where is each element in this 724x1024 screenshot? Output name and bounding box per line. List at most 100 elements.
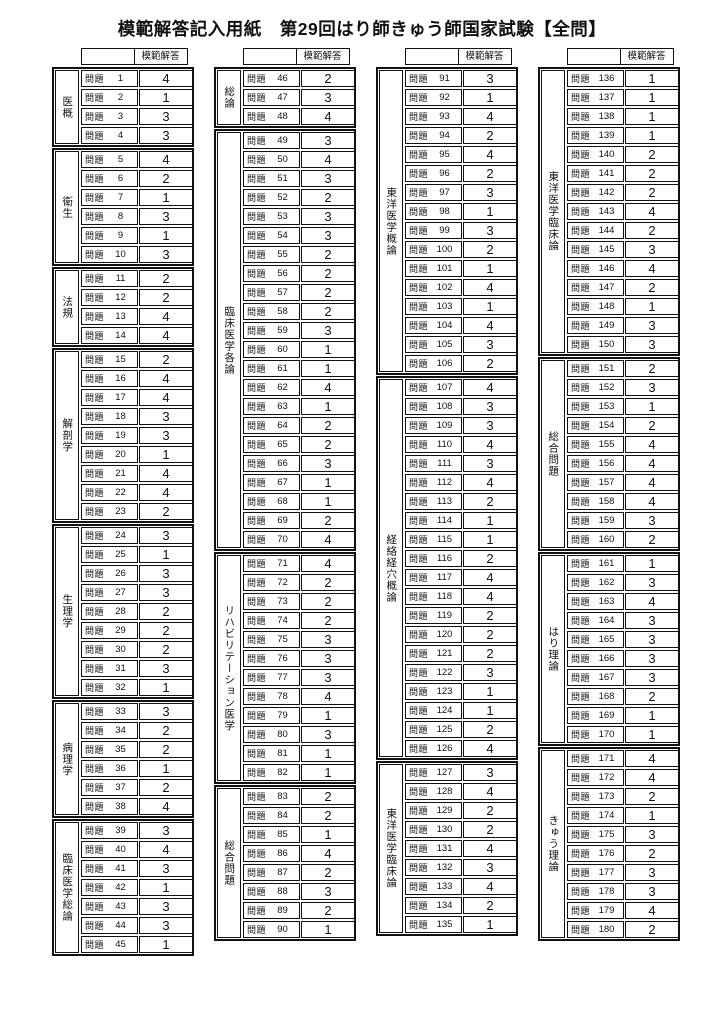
question-number: 82: [277, 767, 288, 778]
model-answer-value: 2: [625, 165, 679, 182]
subject-category-label: はり理論: [541, 555, 565, 743]
question-number-cell: 問題 105: [405, 336, 462, 353]
question-number: 87: [277, 867, 288, 878]
answer-row-q86: 問題 86 4: [243, 845, 355, 862]
answer-row-q14: 問題 14 4: [81, 327, 193, 344]
question-number: 168: [598, 691, 615, 702]
answer-row-q161: 問題 161 1: [567, 555, 679, 572]
model-answer-value: 2: [463, 607, 517, 624]
question-number-cell: 問題 32: [81, 679, 138, 696]
model-answer-value: 3: [139, 898, 193, 915]
question-number-cell: 問題 46: [243, 70, 300, 87]
model-answer-value: 4: [463, 317, 517, 334]
question-number-cell: 問題 162: [567, 574, 624, 591]
answer-row-q147: 問題 147 2: [567, 279, 679, 296]
model-answer-value: 4: [301, 845, 355, 862]
model-answer-value: 2: [139, 641, 193, 658]
model-answer-value: 3: [625, 669, 679, 686]
question-prefix-label: 問題: [409, 630, 429, 640]
answer-row-q69: 問題 69 2: [243, 512, 355, 529]
answer-row-q30: 問題 30 2: [81, 641, 193, 658]
answer-row-q3: 問題 3 3: [81, 108, 193, 125]
header-spacer-cell: [81, 48, 135, 65]
question-number: 85: [277, 829, 288, 840]
answer-row-q7: 問題 7 1: [81, 189, 193, 206]
question-number: 43: [115, 901, 126, 912]
question-number-cell: 問題 56: [243, 265, 300, 282]
question-prefix-label: 問題: [409, 825, 429, 835]
question-number-cell: 問題 10: [81, 246, 138, 263]
model-answer-value: 3: [625, 631, 679, 648]
subject-group: 東洋医学臨床論 問題 136 1 問題 137 1 問題 138 1 問題 139 1 問題 140 2 問題 1…: [538, 67, 680, 356]
question-number-cell: 問題 146: [567, 260, 624, 277]
model-answer-value: 4: [139, 841, 193, 858]
answer-row-q55: 問題 55 2: [243, 246, 355, 263]
answer-row-q5: 問題 5 4: [81, 151, 193, 168]
question-number-cell: 問題 113: [405, 493, 462, 510]
question-number: 66: [277, 458, 288, 469]
question-prefix-label: 問題: [409, 478, 429, 488]
question-rows: 問題 11 2 問題 12 2 問題 13 4 問題 14 4: [81, 270, 193, 344]
question-number: 31: [115, 663, 126, 674]
question-number: 48: [277, 111, 288, 122]
model-answer-value: 3: [301, 208, 355, 225]
question-prefix-label: 問題: [409, 649, 429, 659]
question-rows: 問題 33 3 問題 34 2 問題 35 2 問題 36 1 問題 37 2 問題 38 4: [81, 703, 193, 815]
question-prefix-label: 問題: [409, 744, 429, 754]
question-prefix-label: 問題: [571, 207, 591, 217]
question-number: 150: [598, 339, 615, 350]
question-number: 145: [598, 244, 615, 255]
question-number: 71: [277, 558, 288, 569]
question-number-cell: 問題 7: [81, 189, 138, 206]
question-prefix-label: 問題: [571, 478, 591, 488]
question-number-cell: 問題 119: [405, 607, 462, 624]
model-answer-header: 模範解答: [619, 48, 674, 65]
question-number-cell: 問題 120: [405, 626, 462, 643]
answer-row-q34: 問題 34 2: [81, 722, 193, 739]
question-number: 44: [115, 920, 126, 931]
question-number: 21: [115, 468, 126, 479]
question-number-cell: 問題 78: [243, 688, 300, 705]
model-answer-value: 4: [463, 379, 517, 396]
question-number-cell: 問題 116: [405, 550, 462, 567]
question-number: 100: [436, 244, 453, 255]
question-number: 180: [598, 924, 615, 935]
question-number: 34: [115, 725, 126, 736]
answer-row-q114: 問題 114 1: [405, 512, 517, 529]
question-number: 135: [436, 919, 453, 930]
question-number-cell: 問題 65: [243, 436, 300, 453]
answer-row-q129: 問題 129 2: [405, 802, 517, 819]
answer-row-q46: 問題 46 2: [243, 70, 355, 87]
subject-category-label: 総合問題: [217, 788, 241, 938]
question-number: 81: [277, 748, 288, 759]
model-answer-value: 3: [139, 565, 193, 582]
question-prefix-label: 問題: [247, 868, 267, 878]
model-answer-value: 4: [625, 593, 679, 610]
question-number-cell: 問題 25: [81, 546, 138, 563]
question-number: 73: [277, 596, 288, 607]
answer-row-q83: 問題 83 2: [243, 788, 355, 805]
question-prefix-label: 問題: [571, 773, 591, 783]
question-prefix-label: 問題: [85, 174, 105, 184]
question-prefix-label: 問題: [571, 459, 591, 469]
question-number-cell: 問題 50: [243, 151, 300, 168]
question-number: 23: [115, 506, 126, 517]
subject-category-label: 経絡経穴概論: [379, 379, 403, 757]
model-answer-value: 1: [139, 189, 193, 206]
question-number-cell: 問題 51: [243, 170, 300, 187]
question-number-cell: 問題 137: [567, 89, 624, 106]
question-number: 137: [598, 92, 615, 103]
model-answer-value: 1: [139, 446, 193, 463]
question-number: 110: [436, 439, 453, 450]
question-number-cell: 問題 14: [81, 327, 138, 344]
question-prefix-label: 問題: [85, 312, 105, 322]
model-answer-value: 4: [625, 750, 679, 767]
question-number: 161: [598, 558, 615, 569]
answer-row-q40: 問題 40 4: [81, 841, 193, 858]
question-rows: 問題 1 4 問題 2 1 問題 3 3 問題 4 3: [81, 70, 193, 144]
model-answer-value: 1: [301, 360, 355, 377]
question-number-cell: 問題 136: [567, 70, 624, 87]
answer-row-q50: 問題 50 4: [243, 151, 355, 168]
question-number-cell: 問題 74: [243, 612, 300, 629]
question-number-cell: 問題 69: [243, 512, 300, 529]
